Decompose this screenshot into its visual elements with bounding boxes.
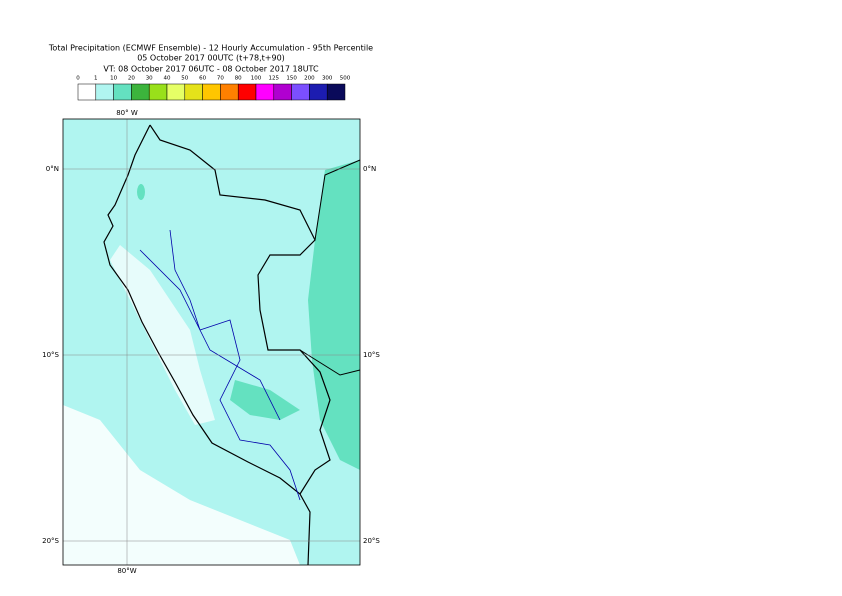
legend-label: 30 xyxy=(146,76,153,82)
lon-label: 80°W xyxy=(117,567,136,575)
legend-swatch xyxy=(166,83,186,101)
legend-swatch xyxy=(148,83,168,101)
legend-label: 80 xyxy=(235,76,242,82)
legend-label: 50 xyxy=(181,76,188,82)
border xyxy=(299,159,361,376)
legend-swatch xyxy=(113,83,132,101)
lat-label: 10°S xyxy=(363,351,380,359)
legend-label: 0 xyxy=(76,76,80,82)
lon-label: 80° W xyxy=(116,109,138,117)
legend-label: 500 xyxy=(340,76,351,82)
legend-label: 10 xyxy=(110,76,117,82)
coastline xyxy=(103,124,311,566)
legend-label: 300 xyxy=(322,76,333,82)
legend-swatch xyxy=(237,83,257,101)
title: Total Precipitation (ECMWF Ensemble) - 1… xyxy=(48,44,373,53)
legend-label: 70 xyxy=(217,76,224,82)
legend-label: 40 xyxy=(164,76,171,82)
legend: 0 1 10 20 30 40 50 60 70 80 100 125 150 200 300 500 xyxy=(76,76,351,101)
legend-swatch xyxy=(255,83,275,101)
legend-swatch xyxy=(220,83,239,101)
lat-label: 20°S xyxy=(363,537,380,545)
legend-label: 60 xyxy=(199,76,206,82)
graticule: 80° W 80°W 0°N 0°N 10°S 10°S 20°S 20°S xyxy=(42,109,380,575)
legend-label: 100 xyxy=(251,76,262,82)
legend-label: 1 xyxy=(94,76,98,82)
wet-area xyxy=(137,184,145,200)
legend-swatch xyxy=(95,83,114,101)
dry-area xyxy=(63,405,300,565)
legend-label: 20 xyxy=(128,76,135,82)
lat-label: 20°S xyxy=(42,537,59,545)
legend-swatch xyxy=(202,83,221,101)
legend-label: 200 xyxy=(304,76,315,82)
legend-swatch xyxy=(184,83,203,101)
legend-swatch xyxy=(291,83,310,101)
wet-area xyxy=(230,380,300,420)
legend-swatch xyxy=(131,83,150,101)
border xyxy=(149,124,331,495)
region-boundary xyxy=(139,229,301,501)
lat-label: 0°N xyxy=(363,165,376,173)
valid-time: VT: 08 October 2017 06UTC - 08 October 2… xyxy=(103,65,319,74)
lat-label: 0°N xyxy=(46,165,59,173)
base-time: 05 October 2017 00UTC (t+78,t+90) xyxy=(137,54,285,63)
legend-swatch xyxy=(77,83,97,101)
map-frame xyxy=(62,118,361,566)
legend-swatch xyxy=(309,83,328,101)
map: 80° W 80°W 0°N 0°N 10°S 10°S 20°S 20°S xyxy=(42,109,380,575)
dry-area xyxy=(110,245,215,425)
wet-area xyxy=(308,160,360,470)
legend-label: 125 xyxy=(269,76,280,82)
lat-label: 10°S xyxy=(42,351,59,359)
legend-label: 150 xyxy=(286,76,297,82)
legend-swatch xyxy=(326,83,346,101)
legend-swatch xyxy=(273,83,292,101)
